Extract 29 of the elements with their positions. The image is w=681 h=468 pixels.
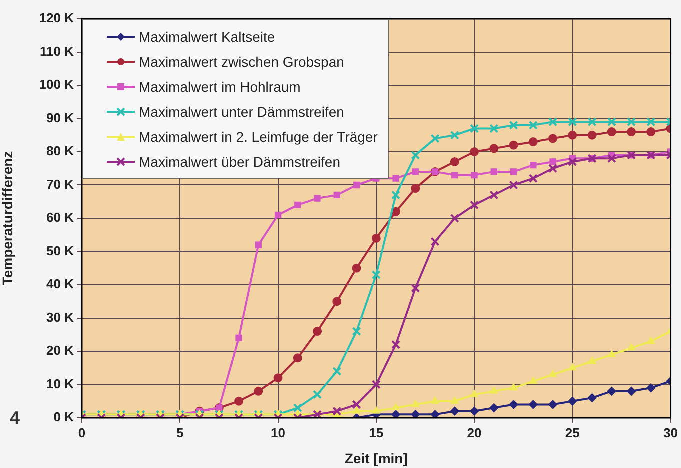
legend-label: Maximalwert zwischen Grobspan	[139, 54, 344, 70]
x-tick-label: 25	[565, 425, 580, 440]
x-tick-label: 10	[271, 425, 286, 440]
legend-label: Maximalwert über Dämmstreifen	[139, 154, 340, 170]
legend-label: Maximalwert unter Dämmstreifen	[139, 104, 344, 120]
x-tick-label: 30	[664, 425, 678, 440]
x-tick-label: 15	[369, 425, 384, 440]
legend-label: Maximalwert Kaltseite	[139, 28, 276, 44]
y-tick-label: 90 K	[46, 110, 75, 126]
x-tick-label: 5	[176, 425, 184, 440]
y-axis-title: Temperaturdifferenz	[0, 151, 16, 286]
legend-label: Maximalwert in 2. Leimfuge der Träger	[139, 128, 378, 144]
legend-label: Maximalwert im Hohlraum	[139, 78, 301, 94]
y-tick-label: 100 K	[39, 77, 75, 92]
x-tick-label: 20	[467, 425, 482, 440]
y-tick-label: 60 K	[46, 210, 75, 226]
text: 4	[10, 408, 20, 429]
y-tick-label: 110 K	[40, 44, 75, 59]
y-tick-label: 30 K	[46, 310, 75, 325]
y-tick-label: 120 K	[39, 10, 75, 26]
y-tick-label: 0 K	[54, 410, 75, 425]
y-tick-label: 70 K	[46, 176, 75, 192]
y-tick-label: 20 K	[46, 343, 75, 358]
y-tick-label: 80 K	[46, 144, 75, 159]
y-tick-label: 10 K	[46, 376, 75, 392]
x-axis-title: Zeit [min]	[344, 450, 408, 466]
y-tick-label: 50 K	[46, 243, 75, 258]
y-tick-label: 40 K	[46, 276, 75, 292]
x-tick-label: 0	[78, 425, 86, 440]
